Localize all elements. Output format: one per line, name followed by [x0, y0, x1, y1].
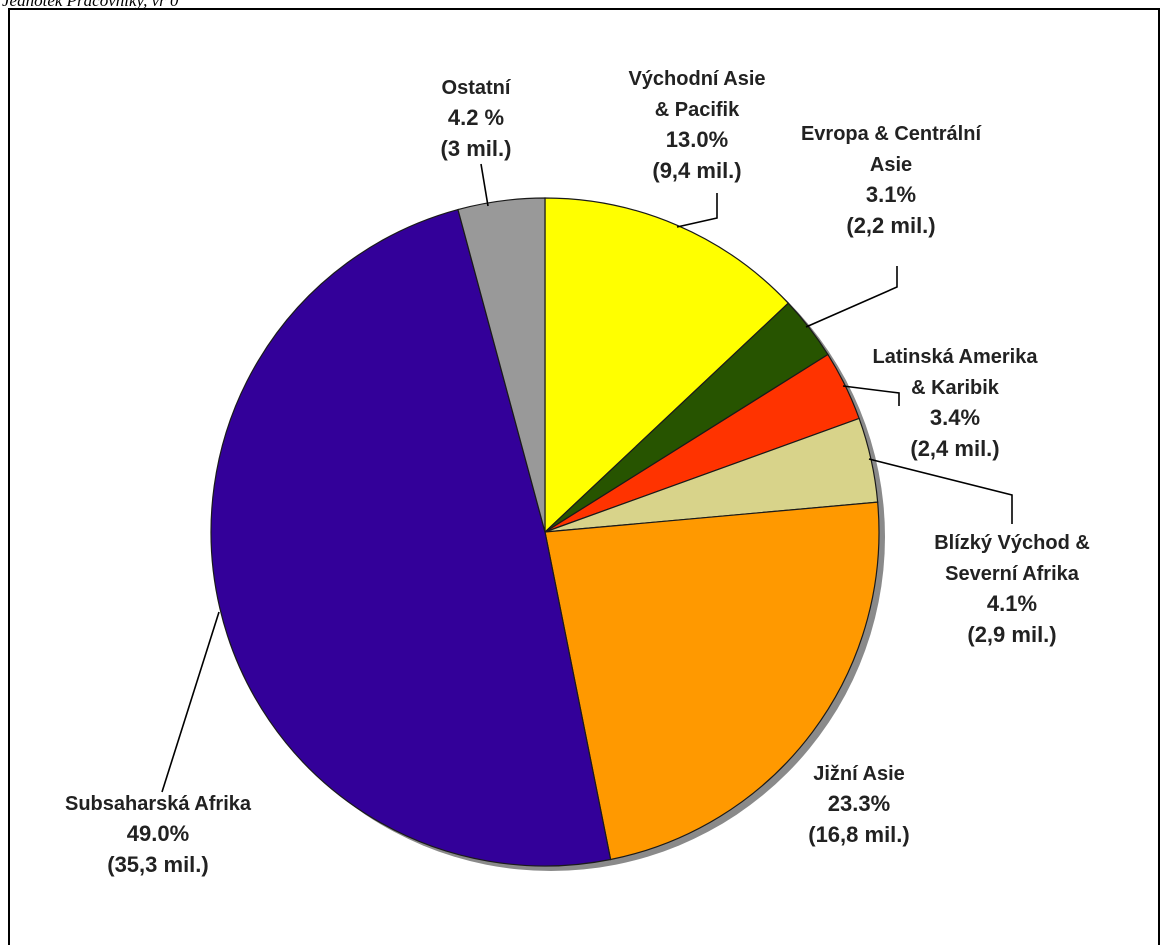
label-name-line: Blízký Východ & — [934, 532, 1090, 554]
label-percent: 49.0% — [127, 821, 189, 846]
label-count: (3 mil.) — [441, 136, 512, 161]
slice-label-vychodni-asie-pacifik: Východní Asie & Pacifik 13.0% (9,4 mil.) — [628, 68, 765, 183]
pie-slice-ostatni — [457, 197, 546, 533]
label-count: (2,9 mil.) — [967, 622, 1056, 647]
pie-slice-jizni-asie — [544, 501, 880, 861]
slice-label-jizni-asie: Jižní Asie 23.3% (16,8 mil.) — [808, 763, 909, 847]
label-percent: 4.2 % — [448, 105, 504, 130]
pie-slice-vychodni-asie-pacifik — [544, 197, 790, 534]
label-percent: 3.1% — [866, 182, 916, 207]
label-name-line: Jižní Asie — [813, 763, 905, 785]
label-name-line: & Karibik — [911, 377, 1000, 399]
header-fragment: Jednotek Pracovníky, vr 0 — [2, 0, 179, 10]
label-name-line: Ostatní — [442, 77, 512, 99]
slice-label-evropa-centralni-asie: Evropa & Centrální Asie 3.1% (2,2 mil.) — [801, 123, 982, 238]
label-count: (9,4 mil.) — [652, 158, 741, 183]
leader-line-ostatni — [480, 163, 489, 207]
label-percent: 23.3% — [828, 791, 890, 816]
leader-line-evropa-centralni-asie — [805, 266, 898, 328]
leader-line-subsaharska-afrika — [161, 611, 220, 793]
leader-line-vychodni-asie-pacifik — [676, 193, 718, 228]
label-percent: 13.0% — [666, 127, 728, 152]
slice-label-blizky-vychod-severni-afrika: Blízký Východ & Severní Afrika 4.1% (2,9 mi… — [934, 532, 1090, 647]
slice-label-ostatni: Ostatní 4.2 % (3 mil.) — [441, 77, 512, 161]
pie-slice-subsaharska-afrika — [210, 208, 612, 867]
leader-line-blizky-vychod-severni-afrika — [868, 458, 1013, 524]
label-name-line: Severní Afrika — [945, 563, 1080, 585]
leader-line-latinska-amerika-karibik — [842, 385, 900, 406]
labels-layer: Východní Asie & Pacifik 13.0% (9,4 mil.) Evr… — [65, 68, 1090, 877]
label-count: (35,3 mil.) — [107, 852, 208, 877]
label-name-line: Východní Asie — [628, 68, 765, 90]
label-name-line: Latinská Amerika — [873, 346, 1039, 368]
leader-lines-layer — [161, 163, 1013, 793]
slices-layer — [210, 197, 885, 871]
label-name-line: Evropa & Centrální — [801, 123, 982, 145]
label-count: (2,4 mil.) — [910, 436, 999, 461]
label-name-line: Asie — [870, 154, 912, 176]
label-name-line: Subsaharská Afrika — [65, 793, 252, 815]
label-percent: 3.4% — [930, 405, 980, 430]
label-count: (16,8 mil.) — [808, 822, 909, 847]
label-percent: 4.1% — [987, 591, 1037, 616]
label-count: (2,2 mil.) — [846, 213, 935, 238]
slice-label-subsaharska-afrika: Subsaharská Afrika 49.0% (35,3 mil.) — [65, 793, 252, 877]
label-name-line: & Pacifik — [655, 99, 740, 121]
slice-label-latinska-amerika-karibik: Latinská Amerika & Karibik 3.4% (2,4 mil.) — [873, 346, 1039, 461]
